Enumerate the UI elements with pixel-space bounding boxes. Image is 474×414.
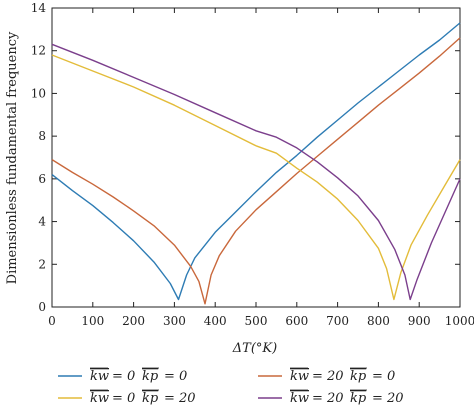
legend-kp: kp [350,369,367,384]
legend-kw: kw [290,391,309,406]
legend-kw: kw [290,369,309,384]
legend-kw: kw [90,391,109,406]
legend-kp: kp [350,391,367,406]
x-tick-label: 500 [245,314,268,328]
y-tick-label: 14 [31,1,47,15]
legend-kp-value: = 0 [164,369,187,384]
plot-area [51,7,461,308]
x-tick-label: 200 [122,314,145,328]
legend-kp: kp [142,391,159,406]
legend-kp: kp [142,369,159,384]
legend-kw-value: = 0 [112,369,135,384]
legend-item-2: kw = 20 kp = 0 [258,367,395,384]
y-axis-label: Dimensionless fundamental frequency [5,31,20,284]
y-tick-label: 10 [31,86,46,100]
x-tick-label: 0 [48,314,56,328]
x-tick-label: 600 [285,314,308,328]
series-line-3 [51,54,461,301]
x-tick-label: 400 [204,314,227,328]
x-axis-label: ΔT(°K) [232,341,277,356]
legend-kw: kw [90,369,109,384]
legend: kw = 0 kp = 0 kw = 20 kp = 0kw = 0 kp = 20 kw = 20 kp… [58,367,404,406]
plot-frame [51,7,461,308]
legend-item-1: kw = 0 kp = 0 [58,367,187,384]
legend-kw-value: = 20 [312,391,344,406]
y-tick-label: 6 [38,172,46,186]
legend-kp-value: = 20 [164,391,196,406]
y-tick-label: 2 [38,257,46,271]
y-axis-ticks: 0 2 4 6 8 10 12 14 [31,1,460,314]
series-lines [51,22,461,305]
legend-item-3: kw = 0 kp = 20 [58,389,196,406]
x-tick-label: 300 [163,314,186,328]
y-tick-label: 0 [38,300,46,314]
series-line-4 [51,43,461,301]
legend-item-4: kw = 20 kp = 20 [258,389,404,406]
y-tick-label: 12 [31,44,46,58]
legend-kw-value: = 0 [112,391,135,406]
x-tick-label: 100 [81,314,104,328]
x-tick-label: 800 [367,314,390,328]
legend-kp-value: = 20 [372,391,404,406]
x-tick-label: 900 [408,314,431,328]
x-tick-label: 1000 [445,314,474,328]
x-tick-label: 700 [326,314,349,328]
series-line-1 [51,22,461,301]
y-tick-label: 4 [38,215,46,229]
legend-kw-value: = 20 [312,369,344,384]
legend-kp-value: = 0 [372,369,395,384]
series-line-2 [51,37,461,305]
x-axis-ticks: 0 100 200 300 400 500 600 700 800 900 1000 [48,8,474,328]
y-tick-label: 8 [38,129,46,143]
